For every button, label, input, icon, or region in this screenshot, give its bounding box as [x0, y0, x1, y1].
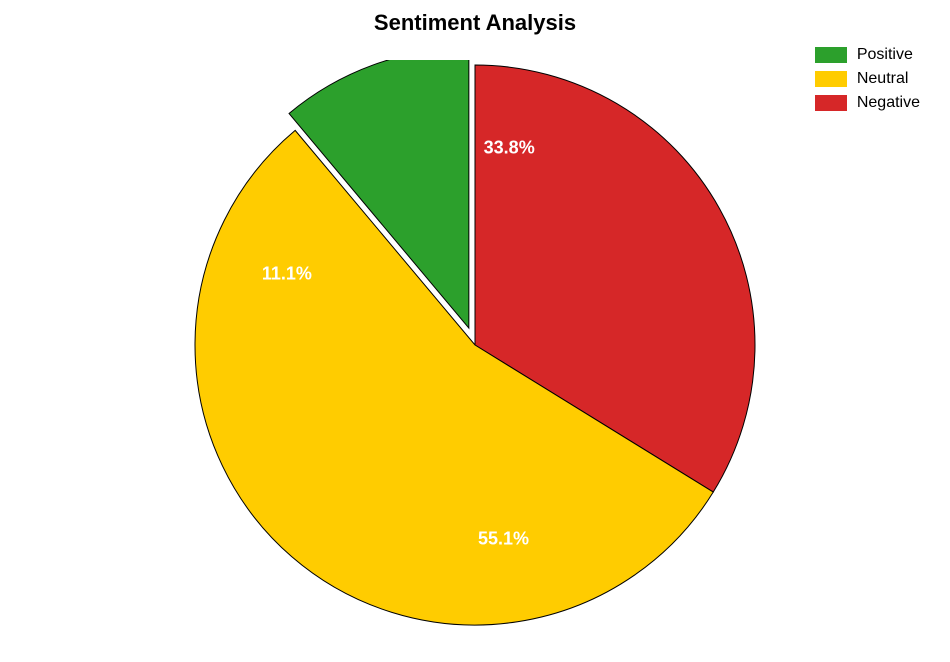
slice-label-neutral: 55.1% — [478, 528, 529, 549]
legend-label-neutral: Neutral — [857, 70, 909, 88]
legend-label-negative: Negative — [857, 94, 920, 112]
legend-label-positive: Positive — [857, 46, 913, 64]
legend: Positive Neutral Negative — [815, 46, 920, 118]
pie-svg — [190, 60, 760, 630]
legend-item-negative: Negative — [815, 94, 920, 112]
slice-label-positive: 11.1% — [262, 263, 312, 284]
legend-swatch-neutral — [815, 71, 847, 87]
pie-chart: 33.8% 11.1% 55.1% — [190, 60, 760, 630]
slice-label-negative: 33.8% — [484, 138, 535, 159]
legend-swatch-negative — [815, 95, 847, 111]
legend-swatch-positive — [815, 47, 847, 63]
legend-item-positive: Positive — [815, 46, 920, 64]
legend-item-neutral: Neutral — [815, 70, 920, 88]
chart-title: Sentiment Analysis — [374, 10, 576, 36]
